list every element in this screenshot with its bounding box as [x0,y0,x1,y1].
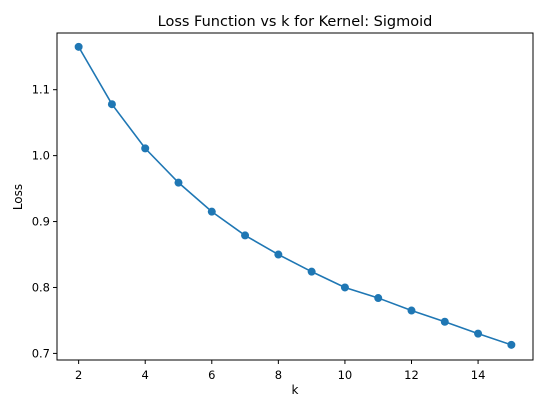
y-tick-label: 1.1 [32,83,50,97]
x-tick-label: 4 [142,368,149,382]
chart-title: Loss Function vs k for Kernel: Sigmoid [158,14,433,30]
data-point [340,283,349,292]
axes-frame [56,32,534,361]
y-tick-label: 0.9 [32,215,50,229]
data-point [407,306,416,315]
x-tick-label: 8 [275,368,282,382]
data-point [274,250,283,259]
plot-area: 2 4 6 8 10 12 14 0.7 0.8 0.9 1.0 1.1 [32,32,534,382]
data-point [107,100,116,109]
data-point [141,144,150,153]
data-point [507,340,516,349]
series-line [77,46,512,346]
x-tick-label: 2 [75,368,82,382]
x-tick-label: 6 [208,368,215,382]
y-tick-label: 0.8 [32,280,50,294]
x-tick-label: 10 [338,368,353,382]
x-tick-label: 14 [471,368,486,382]
data-point [241,231,250,240]
y-tick-label: 1.0 [32,149,50,163]
data-point [474,329,483,338]
y-tick-label: 0.7 [32,346,50,360]
x-axis-label: k [292,383,299,397]
data-point [74,42,83,51]
data-point [174,178,183,187]
data-point [307,267,316,276]
y-axis-label: Loss [11,184,25,210]
data-point [440,317,449,326]
x-tick-label: 12 [404,368,419,382]
data-point [374,294,383,303]
data-point [207,207,216,216]
